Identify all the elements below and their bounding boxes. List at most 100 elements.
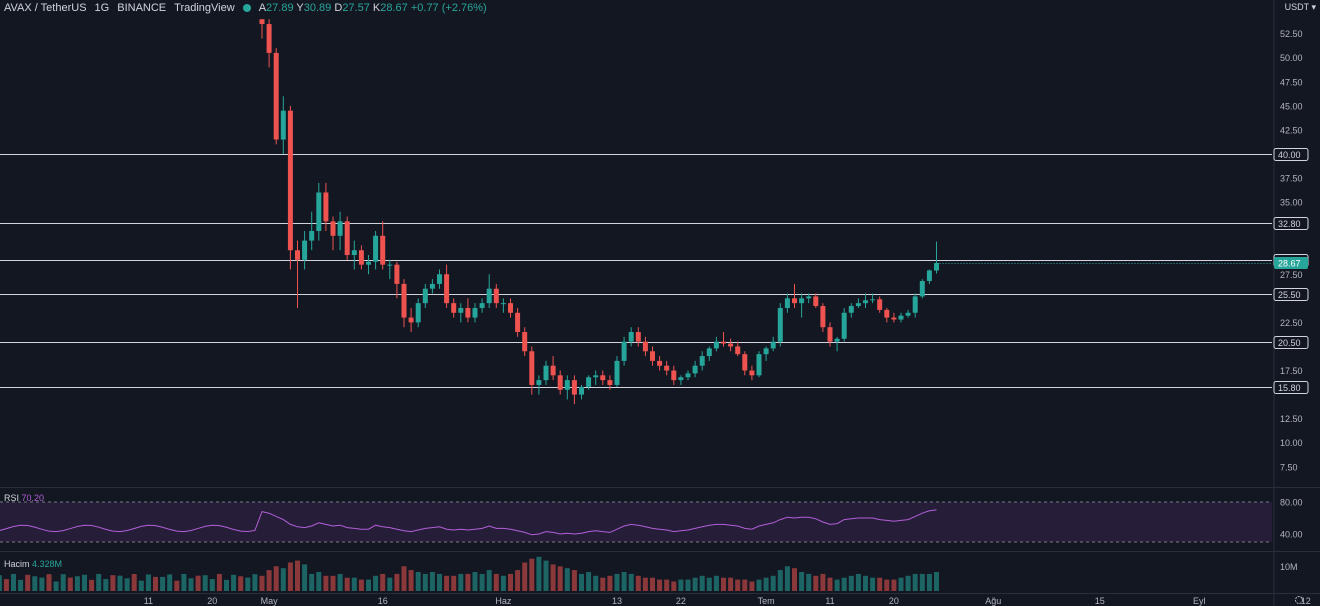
- volume-bar: [919, 573, 925, 591]
- candle-body: [728, 343, 734, 347]
- candle-body: [891, 317, 897, 320]
- candle-body: [550, 365, 556, 376]
- volume-bar: [614, 573, 620, 591]
- volume-bar: [89, 579, 95, 591]
- candle-body: [614, 360, 620, 385]
- volume-bar: [813, 575, 819, 591]
- price-axis[interactable]: 40.0032.8029.0025.5020.5015.8052.5050.00…: [1273, 0, 1309, 606]
- candle-body: [600, 375, 606, 381]
- x-tick-label: 20: [889, 596, 899, 606]
- volume-bar: [209, 579, 215, 591]
- volume-bar: [827, 577, 833, 591]
- volume-bar: [586, 572, 592, 591]
- x-tick-label: 12: [1301, 596, 1311, 606]
- rsi-value: 70.20: [21, 493, 45, 503]
- rsi-legend: RSI 70.20: [4, 493, 45, 503]
- horizontal-levels[interactable]: [0, 154, 1272, 388]
- candle-body: [912, 296, 918, 313]
- y-tick-label: 35.00: [1280, 198, 1303, 208]
- candle-body: [266, 24, 272, 53]
- volume-bar: [252, 574, 258, 591]
- volume-bar: [657, 579, 663, 591]
- candle-body: [699, 356, 705, 366]
- volume-bar: [330, 575, 336, 591]
- volume-bar: [706, 577, 712, 591]
- level-label: 20.50: [1278, 338, 1301, 348]
- candle-body: [664, 365, 670, 371]
- volume-bar: [458, 573, 464, 591]
- interval[interactable]: 1G: [94, 2, 110, 14]
- gear-icon[interactable]: [1295, 596, 1303, 604]
- volume-bar: [564, 568, 570, 591]
- volume-bar: [891, 579, 897, 591]
- x-tick-label: Haz: [495, 596, 512, 606]
- candle-body: [316, 192, 322, 231]
- y-tick-label: 22.50: [1280, 318, 1303, 328]
- rsi-lower-label: 40.00: [1280, 530, 1303, 540]
- volume-bar: [806, 573, 812, 591]
- level-label: 40.00: [1278, 150, 1301, 160]
- candle-body: [884, 309, 890, 318]
- volume-bar: [302, 564, 308, 591]
- volume-bar: [437, 573, 442, 591]
- volume-bar: [685, 579, 691, 591]
- volume-bar: [67, 577, 73, 591]
- candle-body: [564, 380, 570, 390]
- y-tick-label: 50.00: [1280, 53, 1303, 63]
- volume-bar: [316, 572, 322, 591]
- level-label: 32.80: [1278, 219, 1301, 229]
- volume-bar: [74, 576, 80, 591]
- candle-body: [344, 221, 350, 256]
- candle-body: [486, 288, 492, 304]
- volume-bar: [18, 579, 24, 591]
- x-tick-label: 11: [144, 596, 153, 606]
- y-tick-label: 12.50: [1280, 414, 1303, 424]
- volume-bar: [749, 581, 755, 591]
- level-label-box: [1273, 148, 1309, 161]
- volume-bar: [32, 576, 38, 591]
- y-tick-label: 7.50: [1280, 462, 1298, 472]
- volume-bar: [103, 579, 109, 591]
- volume-bar: [834, 579, 840, 591]
- volume-tick-label: 10M: [1280, 562, 1298, 572]
- candle-body: [543, 365, 549, 381]
- volume-bar: [387, 577, 393, 591]
- ohlc-values: A27.89 Y30.89 D27.57 K28.67 +0.77 (+2.76…: [258, 2, 487, 14]
- volume-bar: [138, 580, 144, 591]
- candle-body: [458, 307, 464, 313]
- candle-body: [642, 341, 648, 352]
- candle-body: [650, 351, 655, 361]
- rsi-line: [0, 509, 937, 536]
- x-tick-label: 13: [612, 596, 622, 606]
- volume-bar: [273, 566, 279, 591]
- x-tick-label: May: [261, 596, 279, 606]
- time-axis[interactable]: 1120May16Haz1322Tem1120Ağu15Eyl1221: [0, 593, 1320, 606]
- market-status-icon[interactable]: [242, 4, 251, 12]
- change-value: +0.77 (+2.76%): [410, 2, 487, 14]
- candle-body: [685, 373, 691, 378]
- candle-body: [792, 298, 797, 304]
- volume-bar: [323, 575, 329, 591]
- candle-body: [287, 110, 293, 251]
- volume-bar: [153, 576, 158, 591]
- volume-bar: [621, 572, 627, 591]
- volume-bar: [373, 575, 379, 591]
- currency-selector[interactable]: USDT ▾: [1284, 2, 1316, 12]
- symbol-title[interactable]: AVAX / TetherUS: [4, 2, 87, 14]
- candle-body: [337, 221, 343, 236]
- candle-body: [387, 264, 393, 266]
- volume-bar: [493, 573, 499, 591]
- level-label: 15.80: [1278, 383, 1301, 393]
- candle-body: [877, 299, 883, 310]
- candle-body: [302, 240, 308, 260]
- volume-bar: [465, 573, 471, 591]
- volume-bar: [188, 578, 194, 591]
- volume-bar: [905, 575, 911, 591]
- volume-bar: [870, 577, 876, 591]
- volume-bar: [351, 577, 357, 591]
- candle-body: [926, 270, 932, 282]
- volume-bar: [742, 579, 748, 591]
- volume-bar: [934, 572, 939, 591]
- candle-body: [848, 306, 854, 313]
